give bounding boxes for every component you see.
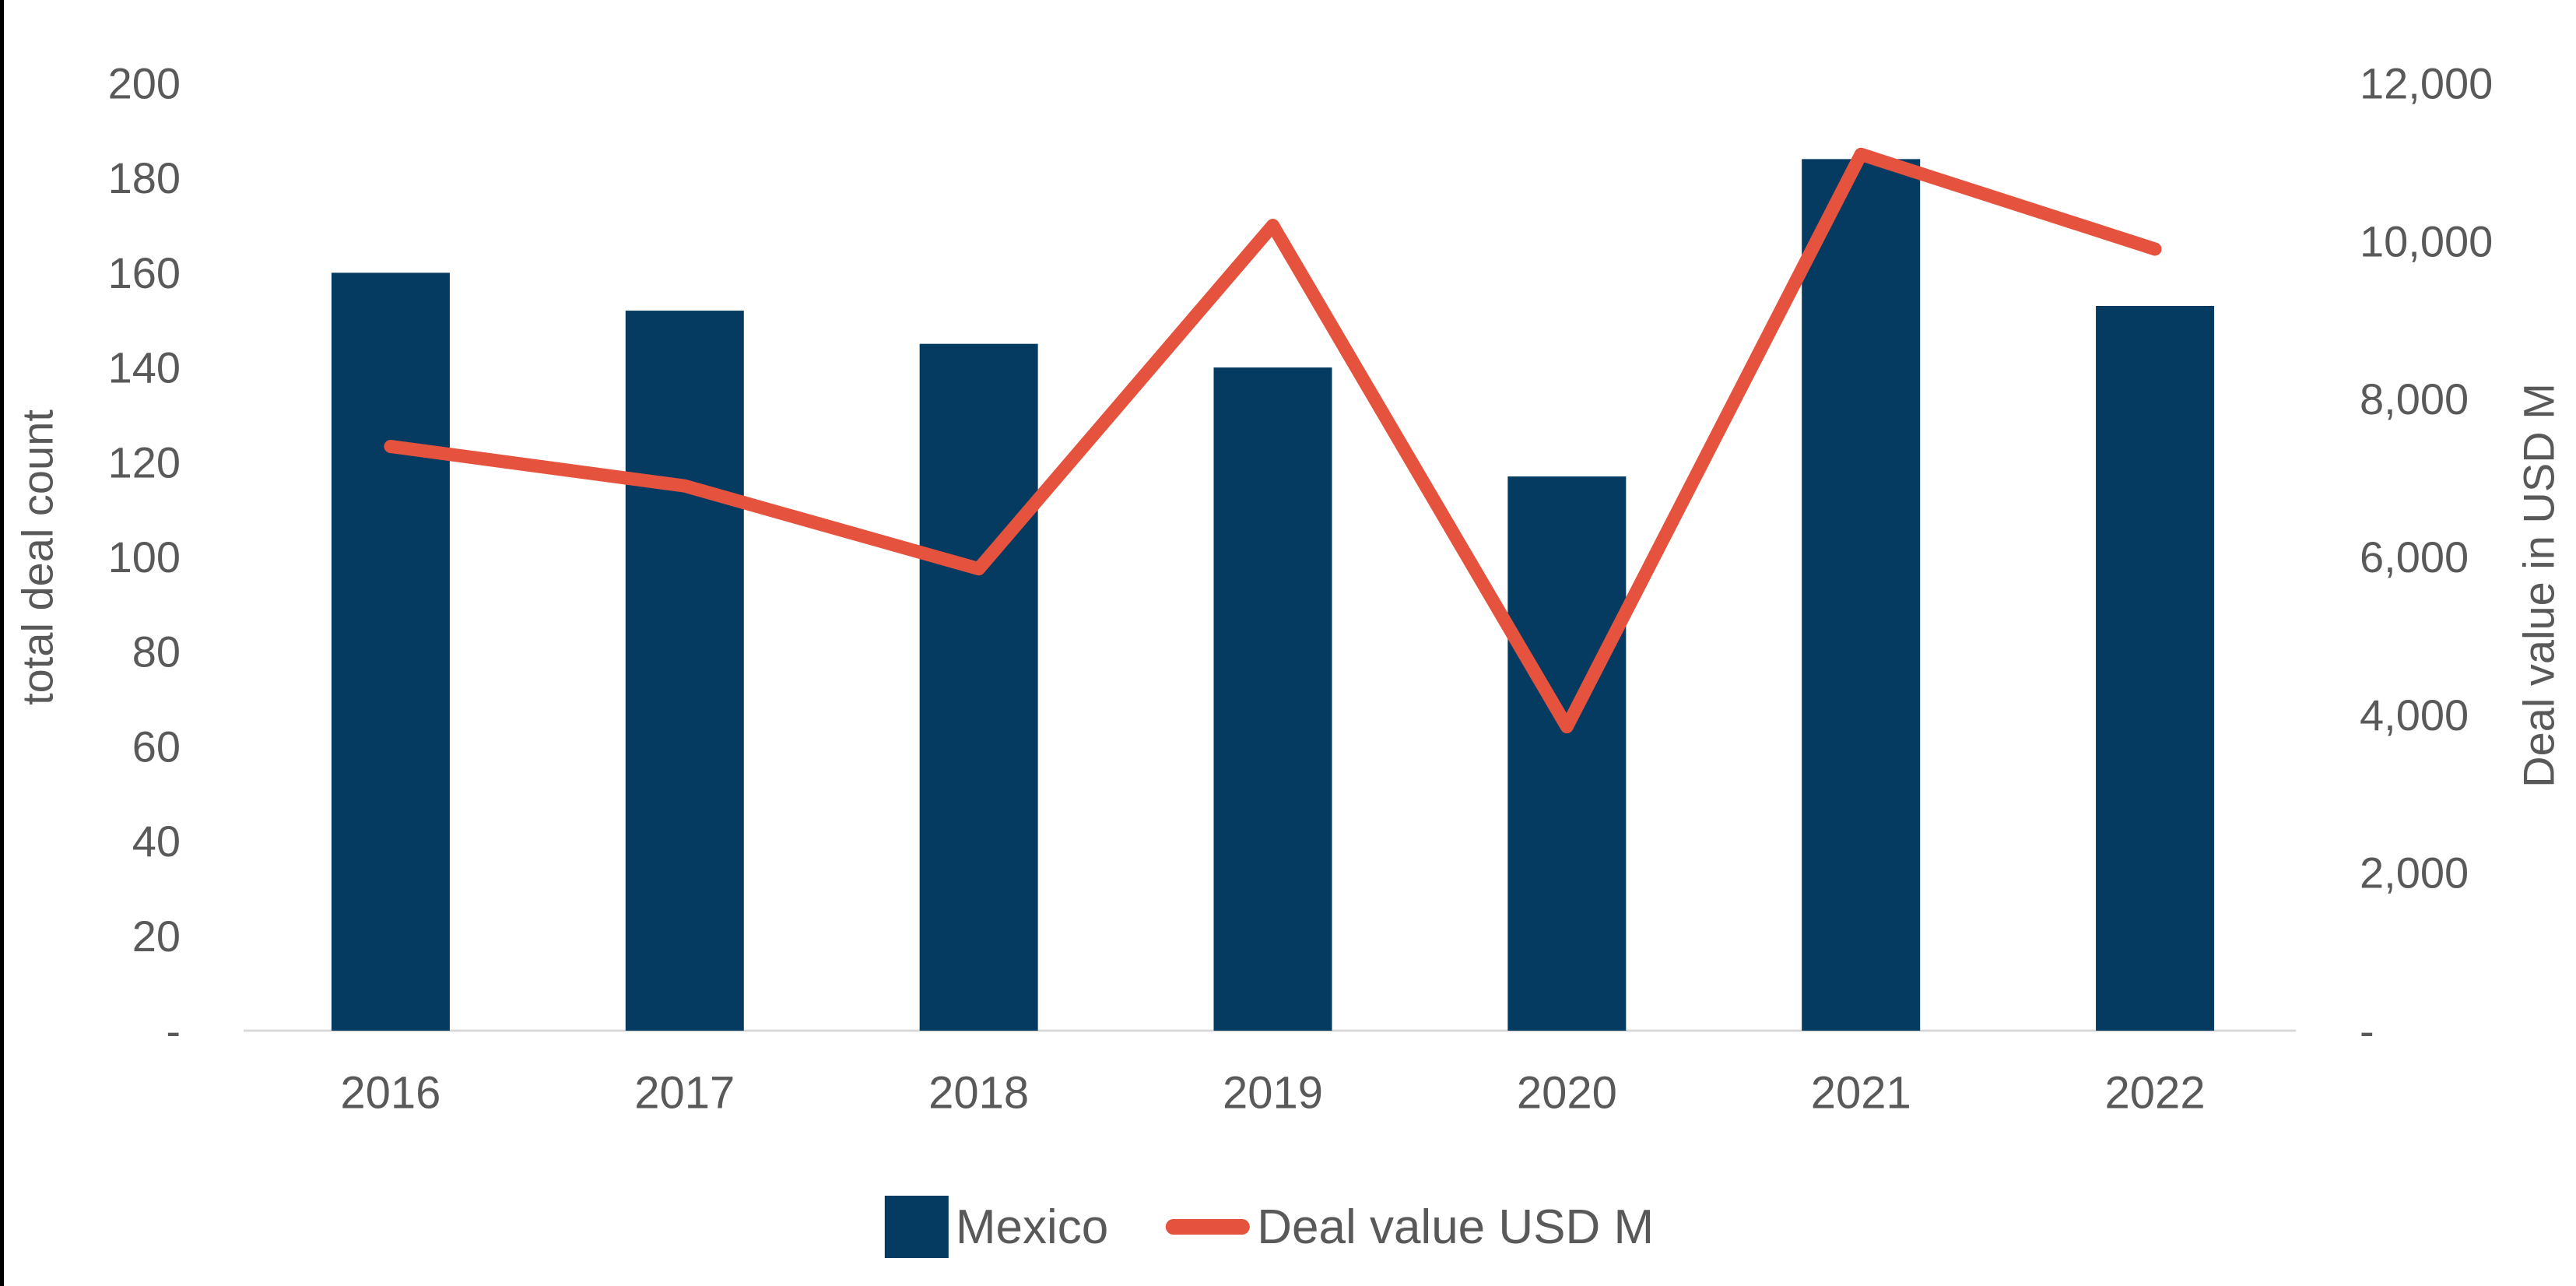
- legend-label-deal-value: Deal value USD M: [1257, 1200, 1655, 1254]
- plot-area: - 20 40 60 80 100 120 140 160 180 200 - 2,000 4,000 6,…: [108, 59, 2494, 1119]
- y-axis-right-tick-label: 8,000: [2360, 374, 2469, 423]
- y-axis-left-tick-label: 200: [108, 59, 181, 108]
- y-axis-left-tick-label: 140: [108, 343, 181, 392]
- y-axis-right-tick-label: 12,000: [2360, 59, 2493, 108]
- y-axis-right-tick-label: 6,000: [2360, 532, 2469, 582]
- bar-2018: [919, 343, 1038, 1031]
- legend: Mexico Deal value USD M: [884, 1196, 1654, 1258]
- y-axis-right-tick-label: 4,000: [2360, 690, 2469, 740]
- y-axis-left-tick-label: 20: [132, 912, 181, 961]
- y-axis-left-tick-label: 60: [132, 722, 181, 771]
- deal-value-line: [384, 147, 2162, 734]
- deal-value-line-swatch-icon: [1166, 1219, 1251, 1235]
- y-axis-left-tick-label: 40: [132, 817, 181, 866]
- x-axis-label-2018: 2018: [928, 1068, 1029, 1119]
- y-axis-right-tick-label: 10,000: [2360, 216, 2493, 265]
- mexico-bar-swatch-icon: [884, 1196, 949, 1258]
- bar-2019: [1213, 367, 1332, 1031]
- x-axis-label-2022: 2022: [2105, 1068, 2206, 1119]
- y-axis-right-title: Deal value in USD M: [2514, 383, 2564, 788]
- y-axis-left-tick-label: 120: [108, 437, 181, 487]
- y-axis-left-tick-label: 180: [108, 153, 181, 202]
- y-axis-left-title: total deal count: [12, 409, 62, 705]
- y-axis-right-tick-label: -: [2360, 1007, 2374, 1056]
- bar-2016: [331, 272, 450, 1031]
- bar-2020: [1507, 476, 1627, 1031]
- y-axis-left-tick-label: 160: [108, 248, 181, 297]
- x-axis-label-2020: 2020: [1517, 1068, 1617, 1119]
- y-axis-left-tick-label: -: [166, 1007, 181, 1056]
- y-axis-right-tick-label: 2,000: [2360, 849, 2469, 898]
- x-axis-label-2016: 2016: [340, 1068, 440, 1119]
- window-left-edge: [0, 0, 4, 1286]
- x-axis-label-2021: 2021: [1811, 1068, 1911, 1119]
- x-axis-label-2019: 2019: [1223, 1068, 1323, 1119]
- y-axis-left-tick-label: 80: [132, 627, 181, 676]
- bar-2021: [1802, 159, 1921, 1031]
- bar-2022: [2096, 305, 2215, 1031]
- legend-label-mexico: Mexico: [955, 1200, 1109, 1254]
- x-axis-label-2017: 2017: [634, 1068, 735, 1119]
- y-axis-left-tick-label: 100: [108, 532, 181, 582]
- bar-2017: [625, 311, 744, 1031]
- legend-item-deal-value: Deal value USD M: [1166, 1200, 1654, 1255]
- legend-item-mexico: Mexico: [884, 1196, 1109, 1258]
